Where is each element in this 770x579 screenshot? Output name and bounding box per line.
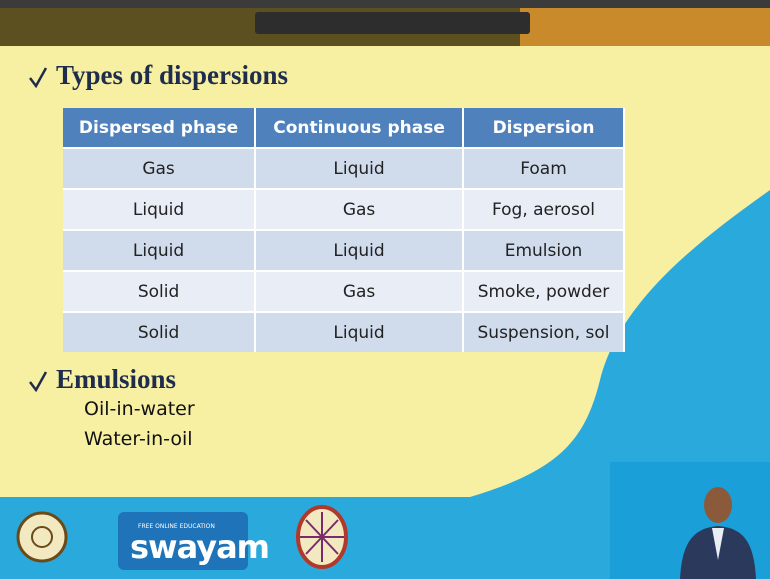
column-header: Dispersion [463,108,624,148]
table-cell: Suspension, sol [463,312,624,352]
heading: Types of dispersions [56,60,288,91]
nptel-logo [298,507,346,567]
table-cell: Emulsion [463,230,624,271]
table-cell: Solid [63,312,255,352]
table-cell: Liquid [255,312,463,352]
table-cell: Smoke, powder [463,271,624,312]
table-cell: Gas [63,148,255,189]
table-cell: Liquid [255,230,463,271]
page: Types of dispersions Dispersed phaseCont… [0,0,770,579]
column-header: Continuous phase [255,108,463,148]
table-cell: Liquid [63,230,255,271]
list-item: Water-in-oil [84,428,193,450]
table-cell: Gas [255,271,463,312]
table-cell: Liquid [63,189,255,230]
table-cell: Foam [463,148,624,189]
logo-name: swayam [130,528,269,566]
table-cell: Fog, aerosol [463,189,624,230]
presenter-video [610,462,770,579]
table-cell: Gas [255,189,463,230]
section-title: Emulsions [56,364,176,395]
institute-logo [18,513,66,561]
toolbar[interactable] [255,12,530,34]
table-cell: Solid [63,271,255,312]
list-item: Oil-in-water [84,398,195,420]
column-header: Dispersed phase [63,108,255,148]
table-cell: Liquid [255,148,463,189]
